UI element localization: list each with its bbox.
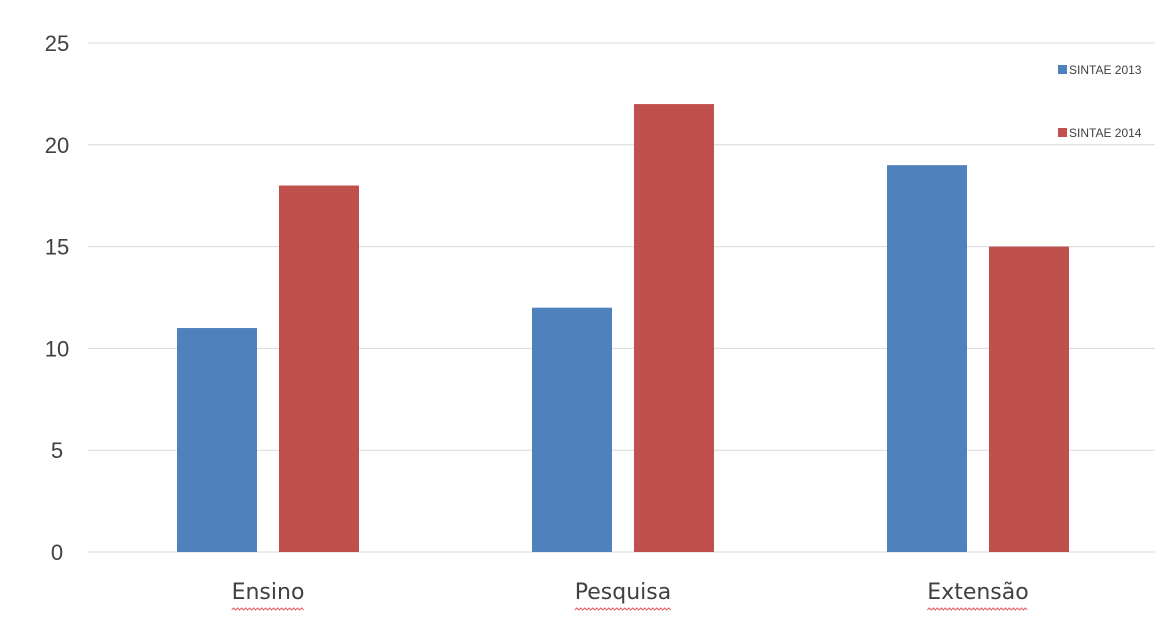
category-label: Extensão: [927, 580, 1028, 605]
category-label: Ensino: [232, 580, 305, 605]
spellcheck-underline: [231, 607, 304, 611]
y-tick-label: 20: [45, 133, 69, 158]
bar-pesquisa-series-1: [532, 307, 612, 552]
bar-pesquisa-series-2: [634, 104, 714, 552]
legend-swatch: [1058, 128, 1067, 137]
bar-ensino-series-2: [279, 185, 359, 552]
y-tick-label: 15: [45, 235, 69, 260]
spellcheck-underline: [574, 607, 672, 611]
bar-ensino-series-1: [177, 328, 257, 552]
y-tick-label: 10: [45, 336, 69, 361]
legend-label: SINTAE 2014: [1069, 126, 1142, 140]
category-label: Pesquisa: [575, 580, 671, 605]
legend-swatch: [1058, 65, 1067, 74]
spellcheck-underline: [926, 607, 1028, 611]
y-tick-label: 5: [51, 438, 63, 463]
legend-label: SINTAE 2013: [1069, 63, 1142, 77]
bar-extensão-series-1: [887, 165, 967, 552]
y-tick-label: 0: [51, 540, 63, 565]
bar-extensão-series-2: [989, 246, 1069, 552]
y-tick-label: 25: [45, 31, 69, 56]
